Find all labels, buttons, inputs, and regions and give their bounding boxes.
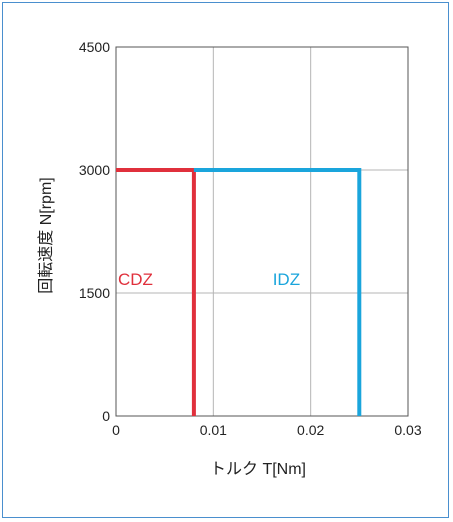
series-line-idz [193,168,362,416]
y-tick-label: 4500 [79,39,110,55]
series-lines [116,168,362,416]
x-axis-title: トルク T[Nm] [210,460,306,478]
x-tick-labels: 0 0.01 0.02 0.03 [112,422,422,438]
y-axis-title: 回転速度 N[rpm] [37,177,55,293]
plot-area [115,46,409,417]
y-tick-labels: 0 1500 3000 4500 [79,39,110,424]
x-tick-label: 0.02 [297,422,324,438]
chart-frame [2,2,449,518]
y-tick-label: 0 [102,408,110,424]
series-label-idz: IDZ [273,270,300,289]
x-tick-label: 0.01 [200,422,227,438]
series-label-cdz: CDZ [118,270,153,289]
grid [116,47,408,416]
y-tick-label: 1500 [79,285,110,301]
x-tick-label: 0.03 [394,422,421,438]
x-tick-label: 0 [112,422,120,438]
y-tick-label: 3000 [79,162,110,178]
